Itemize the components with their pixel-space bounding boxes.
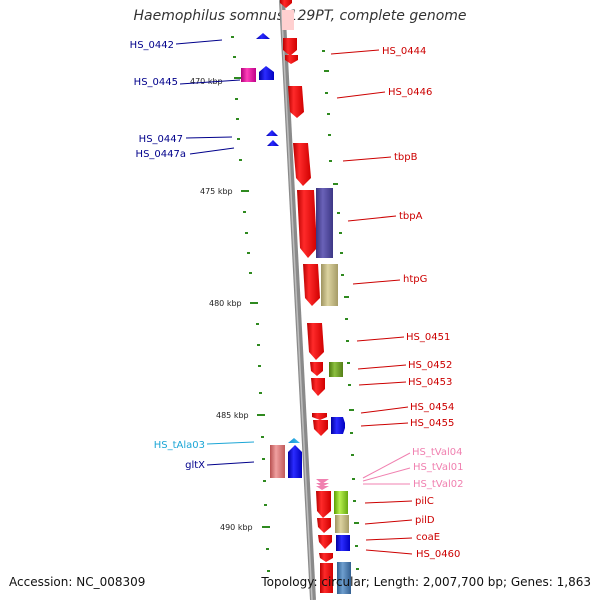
gene-label-hs0460[interactable]: HS_0460 xyxy=(416,549,460,560)
gene-label-hs0454[interactable]: HS_0454 xyxy=(410,402,454,413)
gene-arrow xyxy=(313,420,328,436)
gene-label-hs0451[interactable]: HS_0451 xyxy=(406,332,450,343)
accession-text: Accession: NC_008309 xyxy=(9,575,146,589)
gene-arrow xyxy=(316,483,329,487)
gene-arrow xyxy=(266,130,278,136)
gene-block xyxy=(282,10,294,30)
gene-label-hs0455[interactable]: HS_0455 xyxy=(410,418,454,429)
right-gene-labels: HS_0444 HS_0446 tbpB tbpA htpG HS_0451 H… xyxy=(382,46,463,560)
genome-title: Haemophilus somnus 129PT, complete genom… xyxy=(133,8,467,24)
gene-arrow xyxy=(259,66,274,80)
gene-arrow xyxy=(297,190,317,258)
gene-arrow xyxy=(285,55,298,64)
gene-label-hs0453[interactable]: HS_0453 xyxy=(408,377,452,388)
gene-arrow xyxy=(283,38,297,56)
gene-arrow xyxy=(311,378,325,396)
gene-label-hs-tval02[interactable]: HS_tVal02 xyxy=(413,479,463,490)
gene-arrow xyxy=(256,33,270,39)
genome-backbone-highlight xyxy=(280,0,313,600)
gene-block xyxy=(316,188,333,258)
gene-label-pild[interactable]: pilD xyxy=(415,515,435,526)
gene-block xyxy=(337,562,351,594)
gene-label-gltx[interactable]: gltX xyxy=(185,460,205,471)
gene-arrow xyxy=(316,491,331,518)
gene-arrow xyxy=(310,362,323,376)
left-strand-features xyxy=(241,33,302,478)
gene-block xyxy=(336,535,350,551)
gene-arrow xyxy=(319,553,333,562)
kbp-label-475: 475 kbp xyxy=(200,187,233,196)
left-gene-labels: HS_0442 HS_0445 HS_0447 HS_0447a HS_tAla… xyxy=(130,40,205,471)
kbp-label-490: 490 kbp xyxy=(220,523,253,532)
gene-label-hs0447[interactable]: HS_0447 xyxy=(139,134,183,145)
gene-label-htpg[interactable]: htpG xyxy=(403,274,427,285)
gene-label-tbpa[interactable]: tbpA xyxy=(399,211,423,222)
gene-label-hs-tval01[interactable]: HS_tVal01 xyxy=(413,462,463,473)
gene-arrow xyxy=(317,518,331,533)
gene-arrow xyxy=(331,417,345,434)
gene-label-tbpb[interactable]: tbpB xyxy=(394,152,418,163)
gene-arrow xyxy=(288,86,304,118)
genome-backbone xyxy=(279,0,316,600)
right-strand-features xyxy=(280,0,351,594)
gene-block xyxy=(320,563,333,593)
gene-label-pilc[interactable]: pilC xyxy=(415,496,434,507)
topology-text: Topology: circular; Length: 2,007,700 bp… xyxy=(261,575,591,589)
gene-block xyxy=(270,445,285,478)
left-tick-track xyxy=(231,36,270,572)
gene-arrow xyxy=(303,264,320,306)
gene-label-coae[interactable]: coaE xyxy=(416,532,440,543)
gene-label-hs0442[interactable]: HS_0442 xyxy=(130,40,174,51)
kbp-label-480: 480 kbp xyxy=(209,299,242,308)
gene-arrow xyxy=(267,140,279,146)
gene-label-hs0444[interactable]: HS_0444 xyxy=(382,46,426,57)
gene-arrow xyxy=(316,486,329,490)
kbp-label-470: 470 kbp xyxy=(190,77,223,86)
gene-block xyxy=(329,362,343,377)
gene-label-hs0452[interactable]: HS_0452 xyxy=(408,360,452,371)
gene-arrow xyxy=(312,413,327,420)
right-tick-track xyxy=(322,50,359,570)
gene-label-hs-tala03[interactable]: HS_tAla03 xyxy=(154,440,205,451)
gene-block xyxy=(334,491,348,514)
kbp-label-485: 485 kbp xyxy=(216,411,249,420)
gene-label-hs0445[interactable]: HS_0445 xyxy=(134,77,178,88)
gene-label-hs-tval04[interactable]: HS_tVal04 xyxy=(412,447,462,458)
gene-arrow xyxy=(288,445,302,478)
gene-label-hs0447a[interactable]: HS_0447a xyxy=(136,149,186,160)
gene-arrow xyxy=(316,479,329,484)
gene-arrow xyxy=(293,143,311,186)
gene-arrow xyxy=(280,0,292,8)
gene-arrow xyxy=(307,323,324,360)
gene-block xyxy=(241,68,256,82)
leader-lines xyxy=(175,39,413,555)
gene-block xyxy=(321,264,338,306)
gene-block xyxy=(335,515,349,533)
gene-arrow xyxy=(318,535,332,549)
kbp-labels: 470 kbp 475 kbp 480 kbp 485 kbp 490 kbp xyxy=(190,77,253,532)
gene-arrow xyxy=(288,438,300,443)
gene-label-hs0446[interactable]: HS_0446 xyxy=(388,87,432,98)
